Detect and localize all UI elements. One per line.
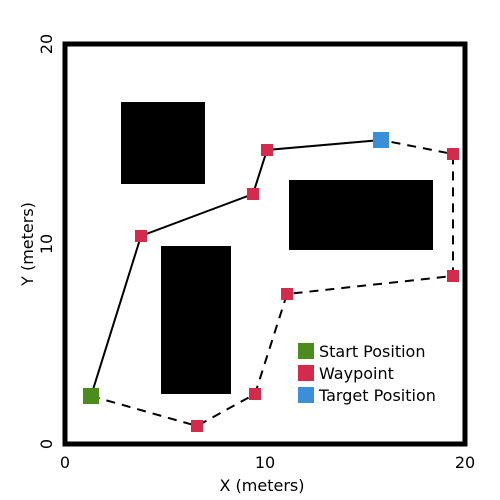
legend-label: Start Position [319,342,425,361]
ticks-layer: 0 10 20 0 10 20 [37,34,475,472]
x-tick-label: 0 [60,453,70,472]
points-layer [83,132,459,432]
legend-swatch [298,365,314,381]
legend-label: Target Position [318,386,436,405]
y-tick-label: 10 [37,234,56,254]
waypoint-marker [191,420,203,432]
y-tick-label: 20 [37,34,56,54]
x-tick-label: 20 [455,453,475,472]
y-tick-label: 0 [37,439,56,449]
x-axis-label: X (meters) [220,476,305,495]
obstacles-layer [121,102,433,394]
legend-swatch [298,343,314,359]
waypoint-marker [447,148,459,160]
legend-swatch [298,387,314,403]
obstacle-3 [289,180,433,250]
legend: Start Position Waypoint Target Position [298,342,436,405]
start-position-marker [83,388,99,404]
waypoint-marker [249,388,261,400]
waypoint-marker [447,270,459,282]
legend-label: Waypoint [319,364,394,383]
waypoint-marker [261,144,273,156]
x-tick-label: 10 [255,453,275,472]
obstacle-2 [161,246,231,394]
waypoint-marker [135,230,147,242]
waypoint-marker [247,188,259,200]
y-axis-label: Y (meters) [18,202,37,287]
waypoint-marker [281,288,293,300]
obstacle-1 [121,102,205,184]
target-position-marker [373,132,389,148]
